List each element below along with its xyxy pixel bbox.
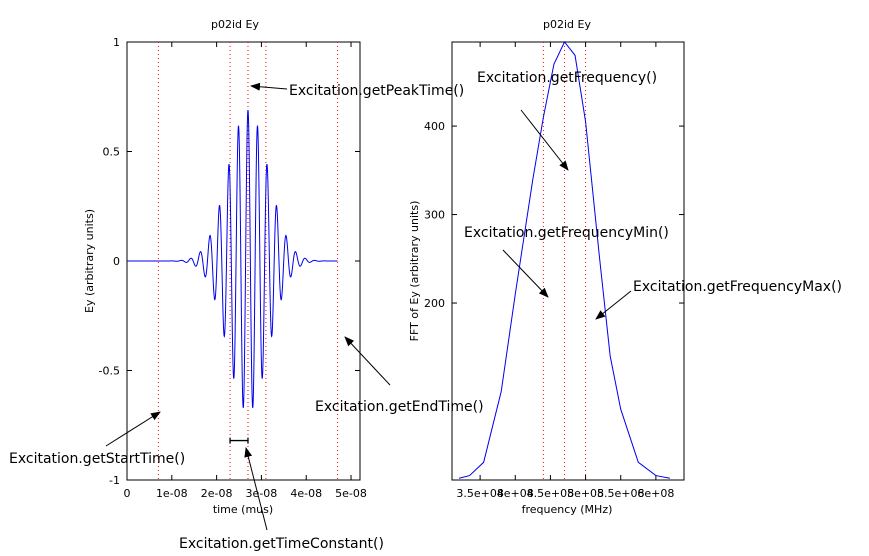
x-tick-label: 6e+08	[637, 487, 674, 500]
annotation-arrow	[344, 336, 391, 386]
series-line	[127, 109, 338, 408]
annotation-frequency-min: Excitation.getFrequencyMin()	[464, 225, 669, 241]
time-constant-bracket	[229, 437, 249, 444]
annotation-arrow	[250, 82, 288, 91]
x-tick-label: 1e-08	[156, 487, 188, 500]
x-tick-label: 5e-08	[335, 487, 367, 500]
x-tick-label: 4e+08	[497, 487, 534, 500]
x-axis-label: time (mus)	[213, 503, 273, 516]
annotation-time-constant: Excitation.getTimeConstant()	[179, 536, 384, 552]
y-tick-label: 200	[424, 297, 445, 310]
annotation-arrow	[244, 447, 268, 531]
y-tick-label: 0.5	[103, 146, 121, 159]
annotation-arrow	[595, 290, 632, 320]
frequency-domain-chart: p02id Ey 3.5e+084e+084.5e+085e+085.5e+08…	[408, 18, 685, 516]
annotations: Excitation.getPeakTime() Excitation.getS…	[9, 70, 842, 552]
annotation-peak-time: Excitation.getPeakTime()	[289, 83, 464, 99]
x-tick-label: 5e+08	[567, 487, 604, 500]
y-tick-label: 0	[113, 255, 120, 268]
x-tick-label: 4e-08	[290, 487, 322, 500]
annotation-arrow	[105, 411, 161, 447]
y-tick-label: 400	[424, 120, 445, 133]
x-axis-label: frequency (MHz)	[522, 503, 613, 516]
x-tick-label: 3.5e+08	[456, 487, 503, 500]
y-tick-label: -0.5	[99, 365, 120, 378]
annotation-frequency-max: Excitation.getFrequencyMax()	[633, 279, 842, 295]
annotation-end-time: Excitation.getEndTime()	[315, 399, 484, 415]
series-line	[458, 41, 671, 479]
y-axis-label: Ey (arbitrary units)	[83, 209, 96, 313]
chart-title: p02id Ey	[543, 18, 591, 31]
x-tick-label: 2e-08	[201, 487, 233, 500]
x-tick-label: 3e-08	[246, 487, 278, 500]
x-tick-label: 5.5e+08	[597, 487, 644, 500]
chart-title: p02id Ey	[211, 18, 259, 31]
annotation-arrow	[502, 249, 549, 298]
y-tick-label: -1	[109, 474, 120, 487]
plot-frame	[451, 41, 685, 481]
y-axis-label: FFT of Ey (arbitrary units)	[408, 201, 421, 342]
annotation-frequency: Excitation.getFrequency()	[477, 70, 657, 86]
x-tick-label: 4.5e+08	[527, 487, 574, 500]
x-tick-label: 0	[124, 487, 131, 500]
y-tick-label: 1	[113, 36, 120, 49]
y-tick-label: 300	[424, 209, 445, 222]
annotation-start-time: Excitation.getStartTime()	[9, 451, 185, 467]
time-domain-chart: p02id Ey 0 1e-08 2e-08 3e-08 4e-08 5e-08 -1 -0.…	[83, 18, 367, 516]
annotation-arrow	[520, 109, 569, 171]
